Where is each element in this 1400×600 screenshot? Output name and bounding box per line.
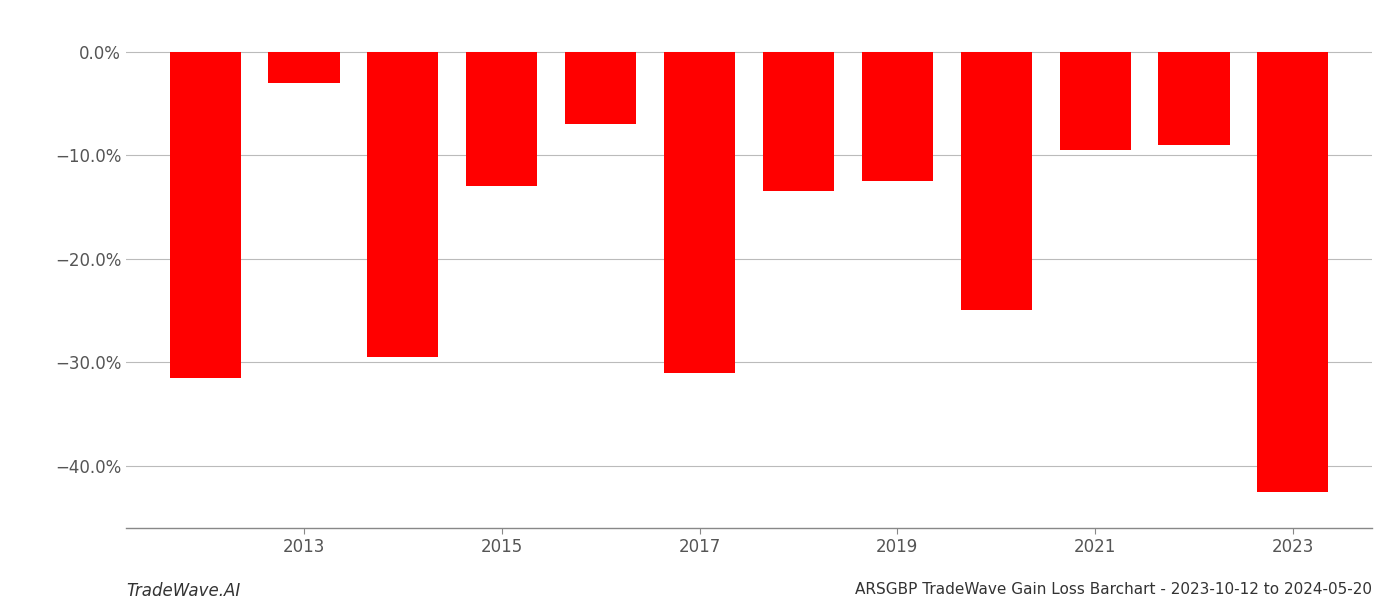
Text: ARSGBP TradeWave Gain Loss Barchart - 2023-10-12 to 2024-05-20: ARSGBP TradeWave Gain Loss Barchart - 20… [855, 582, 1372, 597]
Bar [1060, 52, 1131, 150]
Text: TradeWave.AI: TradeWave.AI [126, 582, 241, 600]
Bar [664, 52, 735, 373]
Bar [1158, 52, 1229, 145]
Bar [862, 52, 932, 181]
Bar [169, 52, 241, 378]
Bar [763, 52, 834, 191]
Bar [367, 52, 438, 357]
Bar [269, 52, 340, 83]
Bar [960, 52, 1032, 310]
Bar [1257, 52, 1329, 492]
Bar [466, 52, 538, 186]
Bar [566, 52, 636, 124]
